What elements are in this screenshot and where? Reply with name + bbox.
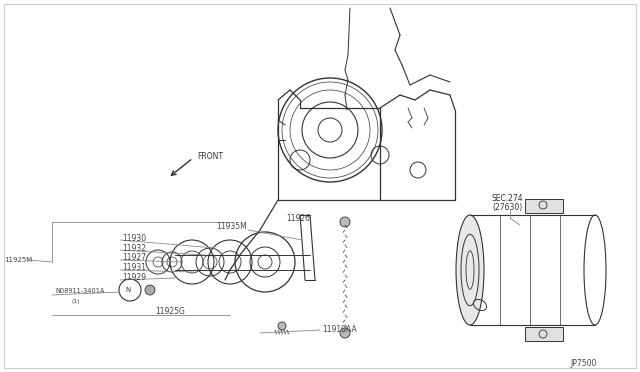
Text: 11935M: 11935M [216, 221, 247, 231]
Text: 11925G: 11925G [155, 307, 185, 315]
Text: 11925M: 11925M [4, 257, 32, 263]
Text: 11930: 11930 [122, 234, 146, 243]
Text: JP7500: JP7500 [570, 359, 596, 368]
Bar [525, 199, 563, 213]
Text: 11931: 11931 [122, 263, 146, 273]
Text: 11929: 11929 [122, 273, 146, 282]
Text: 11927: 11927 [122, 253, 146, 263]
Text: (27630): (27630) [492, 202, 522, 212]
Text: FRONT: FRONT [197, 151, 223, 160]
Text: N08911-3401A: N08911-3401A [55, 288, 104, 294]
Circle shape [340, 328, 350, 338]
Circle shape [340, 217, 350, 227]
Circle shape [278, 322, 286, 330]
Circle shape [145, 285, 155, 295]
Text: SEC.274: SEC.274 [492, 193, 524, 202]
Text: (1): (1) [72, 298, 81, 304]
Text: 11932: 11932 [122, 244, 146, 253]
Bar [525, 327, 563, 341]
Text: 11926: 11926 [286, 214, 310, 222]
Text: 11910AA: 11910AA [322, 326, 356, 334]
Ellipse shape [456, 215, 484, 325]
Text: N: N [125, 287, 131, 293]
